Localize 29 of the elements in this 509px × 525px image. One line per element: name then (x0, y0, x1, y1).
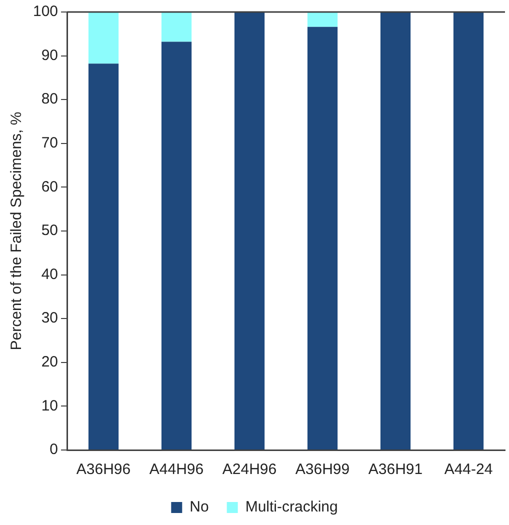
bar (380, 12, 411, 450)
y-tick-label: 100 (32, 3, 58, 20)
bar (234, 12, 265, 450)
bar (307, 12, 338, 27)
y-tick-label: 90 (41, 46, 58, 64)
y-tick-label: 80 (41, 90, 58, 108)
bar (161, 12, 192, 42)
y-tick-label: 60 (41, 178, 58, 196)
y-tick-label: 0 (50, 441, 58, 458)
y-tick-label: 70 (41, 134, 58, 152)
x-tick-label: A44H96 (149, 461, 204, 478)
bar (88, 12, 119, 64)
y-tick-label: 20 (41, 354, 58, 371)
y-tick-label: 40 (41, 266, 58, 283)
y-axis-title: Percent of the Failed Specimens, % (8, 112, 26, 350)
y-tick-label: 30 (41, 310, 58, 327)
bar (453, 12, 484, 450)
x-tick-label: A36H91 (368, 461, 423, 478)
x-tick-label: A44-24 (444, 461, 493, 478)
bar (88, 64, 119, 450)
x-tick-label: A36H99 (295, 461, 350, 478)
bar (161, 42, 192, 450)
legend-label: No (190, 498, 209, 516)
x-tick-label: A36H96 (76, 461, 131, 478)
bar (307, 26, 338, 450)
x-tick-label: A24H96 (222, 461, 277, 478)
y-tick-label: 10 (41, 397, 58, 414)
y-tick-label: 50 (41, 222, 58, 240)
legend-label: Multi-cracking (245, 498, 338, 516)
